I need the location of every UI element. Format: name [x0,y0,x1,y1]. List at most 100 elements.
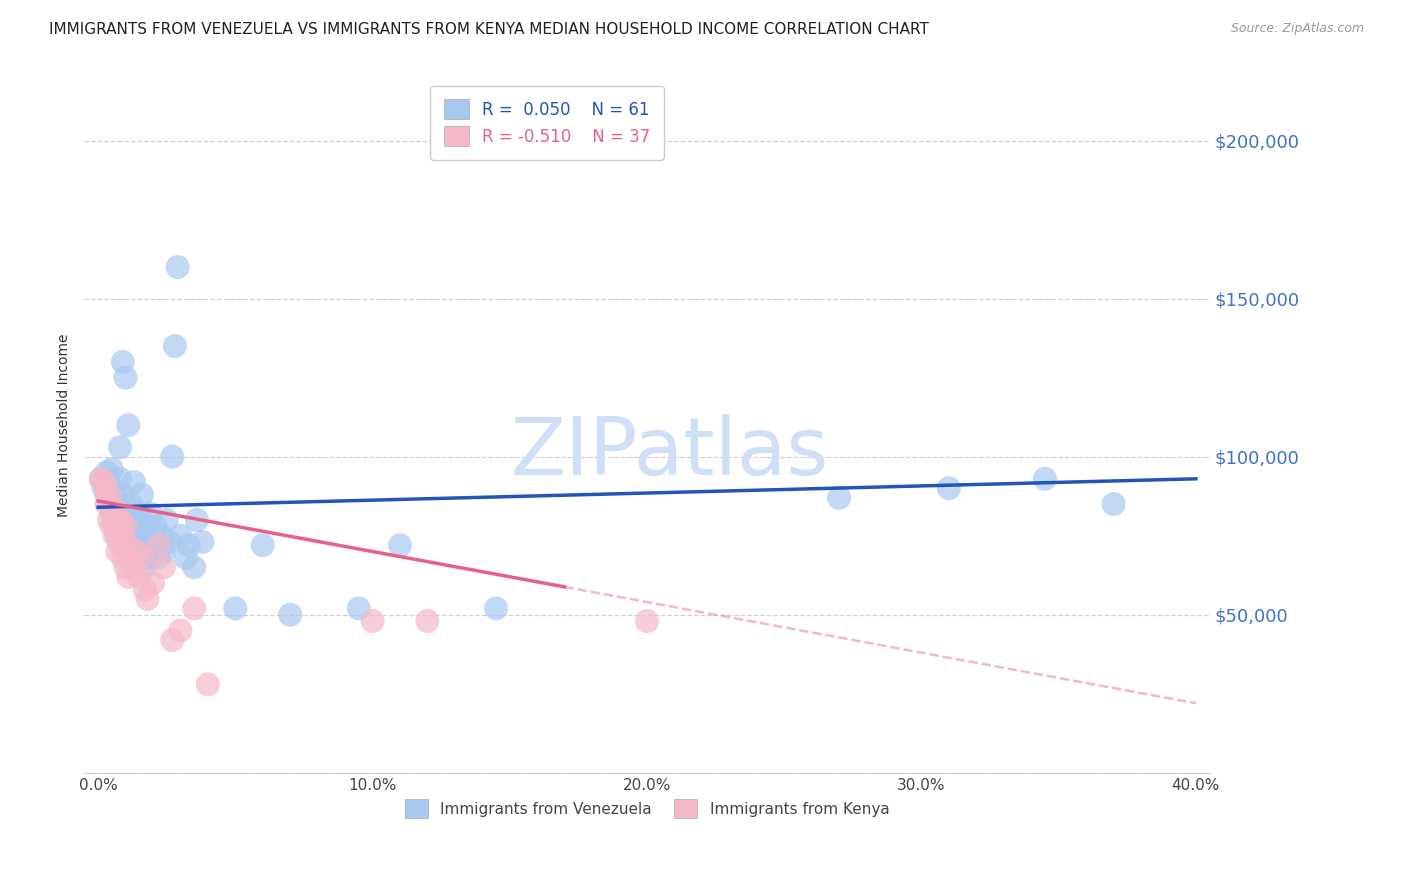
Point [122,513,145,527]
Point [111,550,134,565]
Point [108,472,131,486]
Point [122,475,145,489]
Legend: Immigrants from Venezuela, Immigrants from Kenya: Immigrants from Venezuela, Immigrants fr… [399,793,896,824]
Point [153,560,176,574]
Point [90,472,112,486]
Point [120,550,142,565]
Point [111,355,134,369]
Point [159,535,181,549]
Point [98,475,121,489]
Point [169,529,191,543]
Point [177,538,200,552]
Point [96,497,118,511]
Point [117,570,139,584]
Point [142,538,165,552]
Point [1033,472,1056,486]
Point [108,440,131,454]
Point [142,576,165,591]
Point [117,519,139,533]
Point [111,525,134,540]
Point [1102,497,1125,511]
Point [103,488,125,502]
Point [134,544,156,558]
Point [108,538,131,552]
Point [136,591,159,606]
Point [278,607,301,622]
Point [169,624,191,638]
Point [485,601,508,615]
Point [153,544,176,558]
Point [105,519,128,533]
Point [828,491,851,505]
Point [117,418,139,433]
Point [131,550,153,565]
Point [128,538,150,552]
Point [252,538,274,552]
Point [101,519,124,533]
Point [96,466,118,480]
Point [156,513,179,527]
Point [416,614,439,628]
Point [101,497,124,511]
Point [105,544,128,558]
Point [636,614,658,628]
Point [108,513,131,527]
Point [938,481,960,495]
Point [128,507,150,521]
Point [125,550,148,565]
Point [191,535,214,549]
Point [103,507,125,521]
Point [117,538,139,552]
Point [160,450,183,464]
Text: ZIPatlas: ZIPatlas [510,414,828,491]
Point [160,632,183,647]
Point [139,507,162,521]
Point [136,519,159,533]
Point [174,550,197,565]
Y-axis label: Median Household Income: Median Household Income [58,334,72,516]
Point [388,538,411,552]
Point [183,601,205,615]
Point [111,488,134,502]
Point [163,339,186,353]
Point [105,494,128,508]
Point [114,507,136,521]
Point [105,529,128,543]
Point [120,497,142,511]
Point [98,513,121,527]
Point [148,538,170,552]
Point [131,488,153,502]
Point [224,601,246,615]
Point [131,525,153,540]
Point [93,481,115,495]
Point [103,529,125,543]
Point [98,488,121,502]
Point [114,560,136,574]
Point [347,601,370,615]
Point [361,614,384,628]
Point [145,519,167,533]
Point [96,488,118,502]
Point [183,560,205,574]
Point [120,529,142,543]
Point [150,529,173,543]
Point [96,481,118,495]
Point [93,475,115,489]
Text: IMMIGRANTS FROM VENEZUELA VS IMMIGRANTS FROM KENYA MEDIAN HOUSEHOLD INCOME CORRE: IMMIGRANTS FROM VENEZUELA VS IMMIGRANTS … [49,22,929,37]
Text: Source: ZipAtlas.com: Source: ZipAtlas.com [1230,22,1364,36]
Point [148,550,170,565]
Point [114,370,136,384]
Point [125,519,148,533]
Point [90,472,112,486]
Point [114,519,136,533]
Point [122,560,145,574]
Point [101,507,124,521]
Point [197,677,219,691]
Point [139,550,162,565]
Point [125,544,148,558]
Point [98,497,121,511]
Point [128,570,150,584]
Point [134,582,156,597]
Point [101,462,124,476]
Point [134,560,156,574]
